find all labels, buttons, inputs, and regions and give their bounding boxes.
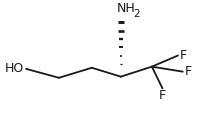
Text: F: F: [185, 65, 192, 78]
Text: F: F: [180, 49, 187, 62]
Text: 2: 2: [133, 8, 140, 19]
Text: F: F: [159, 89, 166, 102]
Text: NH: NH: [117, 2, 136, 15]
Text: HO: HO: [5, 62, 24, 75]
